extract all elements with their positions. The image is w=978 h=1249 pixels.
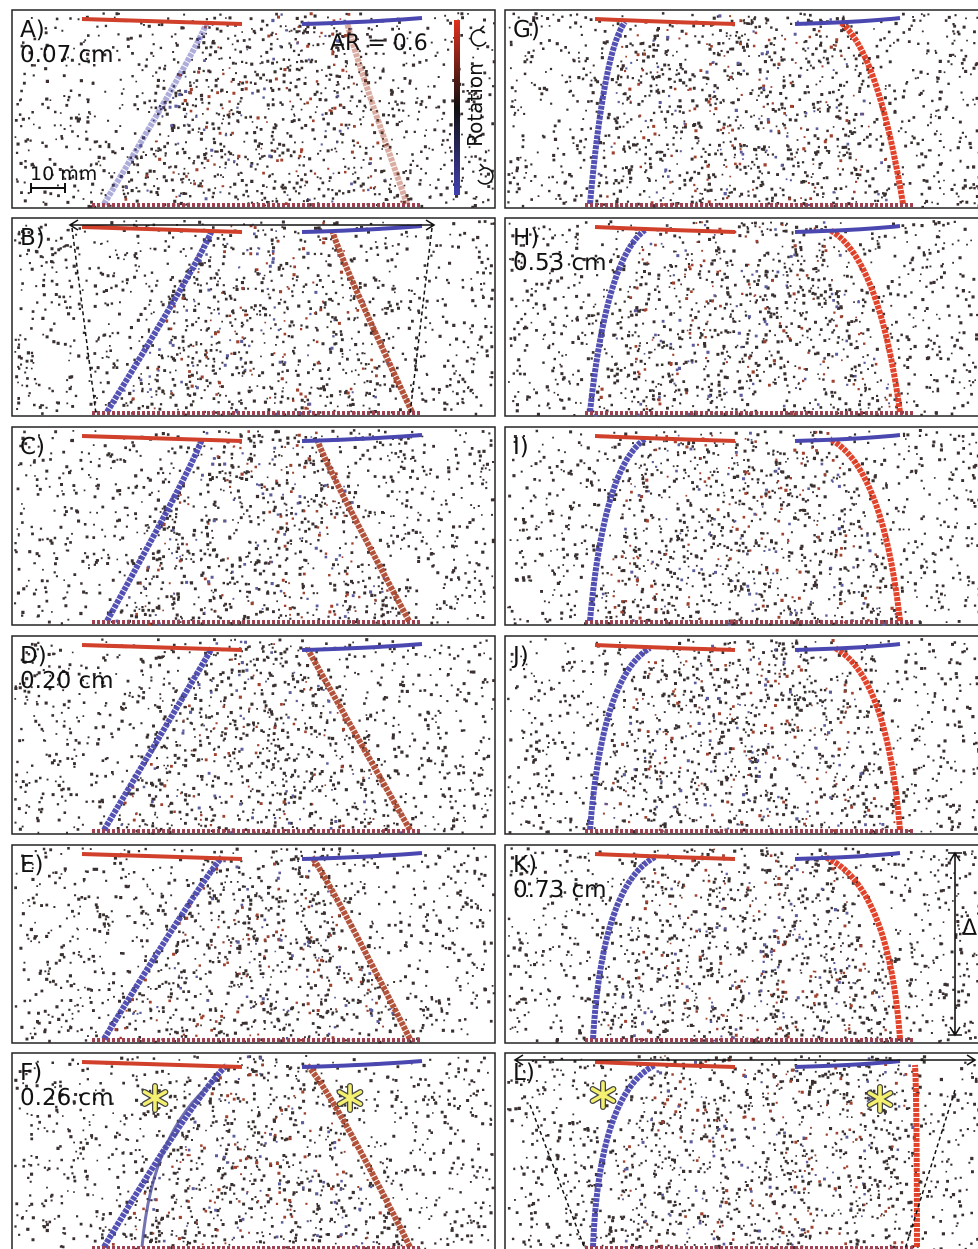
panel-label: H) — [513, 225, 539, 251]
panel-frame — [12, 218, 495, 416]
panel: C) — [12, 427, 495, 626]
panel-label: F) — [20, 1060, 42, 1086]
panel-frame — [505, 10, 978, 208]
panel: B) — [12, 218, 495, 417]
panel-label: L) — [513, 1060, 535, 1086]
panel-label: C) — [20, 434, 45, 460]
panel-label: J) — [511, 643, 529, 669]
panel-label: K) — [513, 852, 537, 878]
panel-frame — [505, 636, 978, 834]
panel: L) — [505, 1053, 978, 1249]
aspect-ratio: AR = 0.6 — [330, 31, 428, 56]
panel-frame — [505, 1053, 978, 1249]
panel: K)0.73 cm — [505, 845, 978, 1043]
panel-frame — [505, 845, 978, 1043]
displacement-label: 0.53 cm — [513, 250, 607, 276]
displacement-label: 0.26 cm — [20, 1085, 114, 1111]
panel-label: G) — [513, 17, 540, 43]
panel: J) — [505, 636, 978, 834]
displacement-label: 0.07 cm — [20, 42, 114, 68]
panel: D)0.20 cm — [12, 636, 495, 835]
panel-frame — [505, 427, 978, 625]
displacement-label: 0.73 cm — [513, 877, 607, 903]
panel: E) — [12, 845, 495, 1044]
height-label: Δ — [962, 916, 977, 941]
figure: A)0.07 cm B) C) D)0.20 cm E) F)0.26 cm G) H)0.5… — [0, 0, 978, 1249]
panel-label: A) — [20, 17, 45, 43]
panel: G) — [505, 10, 978, 209]
panel-frame — [12, 427, 495, 625]
panel-label: I) — [513, 434, 529, 460]
panel: I) — [505, 427, 978, 626]
panel: F)0.26 cm — [12, 1053, 495, 1249]
panel-label: D) — [20, 643, 47, 669]
panel-grid: A)0.07 cm B) C) D)0.20 cm E) F)0.26 cm G) H)0.5… — [12, 10, 978, 1249]
displacement-label: 0.20 cm — [20, 668, 114, 694]
color-bar-label: Rotation — [463, 63, 487, 147]
scale-bar-label: 10 mm — [30, 163, 97, 185]
color-bar — [454, 20, 460, 195]
panel-label: E) — [20, 852, 44, 878]
panel-label: B) — [20, 225, 45, 251]
panel: H)0.53 cm — [505, 218, 978, 417]
panel-frame — [12, 1053, 495, 1249]
